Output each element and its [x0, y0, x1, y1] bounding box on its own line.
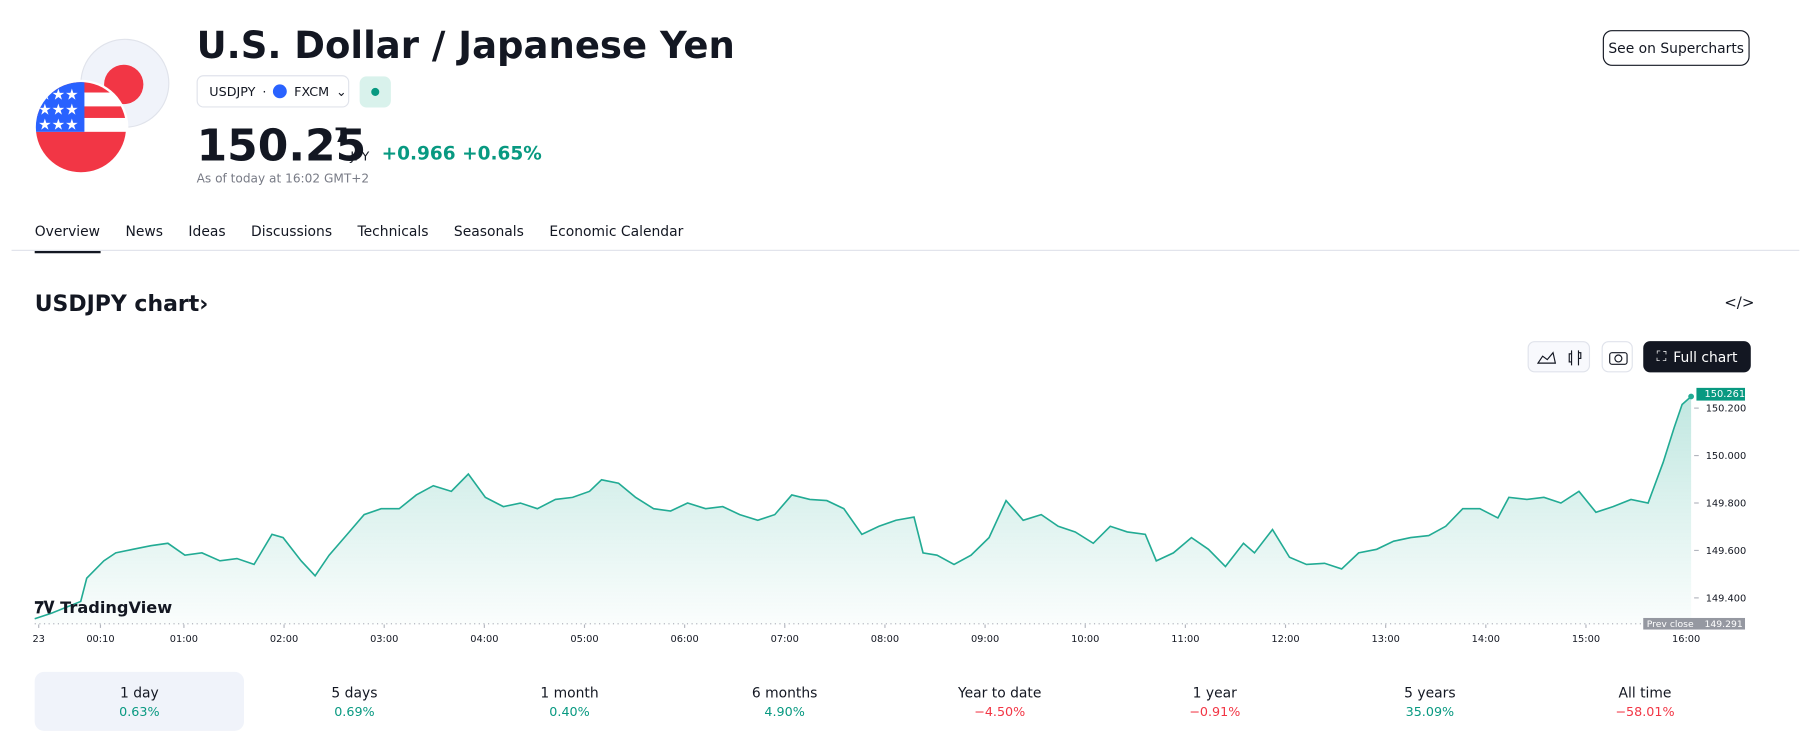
x-tick-label: 10:00	[1071, 634, 1099, 645]
period[interactable]: Year to date −4.50%	[895, 672, 1104, 731]
period-change: 0.69%	[334, 704, 375, 720]
period-label: 1 month	[540, 684, 599, 701]
period-change: 4.90%	[764, 704, 805, 720]
x-tick-label: 13:00	[1372, 634, 1400, 645]
camera-icon	[1609, 352, 1628, 365]
y-tick-label: 150.000	[1706, 451, 1747, 462]
last-price-tag	[1696, 387, 1746, 401]
last-price-value: 150.261	[1705, 389, 1746, 400]
x-tick-label: 16:00	[1672, 634, 1700, 645]
period-change: 0.63%	[119, 704, 160, 720]
chart-style-toggle[interactable]	[1527, 341, 1591, 373]
period[interactable]: 1 year −0.91%	[1110, 672, 1319, 731]
watermark: 𝟕𝐕 TradingView	[34, 599, 173, 618]
svg-text:★★★: ★★★	[38, 100, 78, 118]
snapshot-button[interactable]	[1601, 341, 1633, 373]
symbol: USDJPY	[209, 83, 256, 99]
status-dot	[371, 87, 380, 96]
as-of: As of today at 16:02 GMT+2	[196, 172, 370, 187]
change-pct: +0.65%	[462, 142, 542, 165]
period-label: 6 months	[751, 684, 818, 701]
tab[interactable]: Technicals	[357, 223, 429, 240]
symbol-pill[interactable]: USDJPY · FXCM ⌄	[196, 75, 350, 108]
period-label: Year to date	[957, 684, 1042, 701]
change-abs: +0.966	[381, 142, 456, 165]
y-tick-label: 149.400	[1706, 593, 1747, 604]
full-chart-label: Full chart	[1673, 348, 1738, 365]
period-label: All time	[1618, 684, 1672, 701]
last-point	[1688, 393, 1695, 400]
price-last-digit: 7	[334, 124, 348, 149]
x-tick-label: 12:00	[1271, 634, 1299, 645]
period[interactable]: 1 month 0.40%	[465, 672, 674, 731]
price-line	[34, 395, 1692, 620]
x-tick-label: 06:00	[671, 634, 699, 645]
chart-heading-text: USDJPY chart	[34, 291, 200, 317]
title: U.S. Dollar / Japanese Yen	[196, 23, 735, 68]
x-tick-label: 07:00	[771, 634, 799, 645]
period[interactable]: 6 months 4.90%	[680, 672, 889, 731]
tabs: Overview News Ideas Discussions Technicals Se…	[34, 223, 709, 254]
x-tick-label: 09:00	[971, 634, 999, 645]
full-chart-button[interactable]: ⛶ Full chart	[1643, 341, 1751, 373]
prev-close-value: 149.291	[1705, 619, 1743, 630]
supercharts-button[interactable]: See on Supercharts	[1602, 30, 1750, 66]
period-label: 5 years	[1404, 684, 1456, 701]
prev-close-label: Prev close	[1647, 619, 1694, 630]
x-tick-label: 23	[32, 634, 45, 645]
watermark-text: TradingView	[60, 599, 173, 618]
x-tick-label: 05:00	[570, 634, 598, 645]
period-change: 35.09%	[1405, 704, 1455, 720]
market-status[interactable]	[359, 76, 391, 108]
price: 150.25	[196, 120, 367, 172]
period[interactable]: All time −58.01%	[1540, 672, 1749, 731]
period-label: 5 days	[331, 684, 378, 701]
period-change: −58.01%	[1615, 704, 1675, 720]
period[interactable]: 5 years 35.09%	[1325, 672, 1534, 731]
separator	[11, 249, 1800, 251]
x-tick-label: 03:00	[370, 634, 398, 645]
tab[interactable]: Overview	[34, 223, 101, 254]
period-change: −4.50%	[974, 704, 1026, 720]
y-tick-label: 150.200	[1706, 404, 1747, 415]
x-tick-label: 15:00	[1572, 634, 1600, 645]
period-label: 1 year	[1192, 684, 1237, 701]
y-tick-label: 149.600	[1706, 546, 1747, 557]
x-tick-label: 02:00	[270, 634, 298, 645]
period[interactable]: 5 days 0.69%	[250, 672, 459, 731]
period-change: 0.40%	[549, 704, 590, 720]
exchange-icon	[273, 84, 288, 99]
chevron: ⌄	[336, 83, 347, 99]
x-tick-label: 11:00	[1171, 634, 1199, 645]
tab[interactable]: Ideas	[188, 223, 226, 240]
tab[interactable]: Discussions	[251, 223, 333, 240]
x-tick-label: 08:00	[871, 634, 899, 645]
period[interactable]: 1 day 0.63%	[34, 671, 245, 731]
full-icon: ⛶	[1656, 348, 1667, 365]
symbol-logo: ★★★★★★★★★	[33, 38, 170, 175]
style-icons	[1536, 350, 1582, 366]
x-tick-label: 00:10	[86, 634, 114, 645]
embed-icon[interactable]: </>	[1724, 294, 1755, 313]
area-fill	[34, 396, 1692, 625]
tab[interactable]: News	[125, 223, 163, 240]
x-tick-label: 01:00	[170, 634, 198, 645]
x-tick-label: 04:00	[470, 634, 498, 645]
x-tick-label: 14:00	[1472, 634, 1500, 645]
tab[interactable]: Seasonals	[453, 223, 524, 240]
period-label: 1 day	[119, 684, 159, 701]
exchange: FXCM	[294, 83, 330, 99]
currency: JPY	[350, 149, 370, 165]
y-tick-label: 149.800	[1706, 498, 1747, 509]
prev-close-tag	[1643, 617, 1746, 630]
svg-text:★★★: ★★★	[38, 116, 78, 134]
tab[interactable]: Economic Calendar	[549, 223, 684, 240]
chart-heading[interactable]: USDJPY chart›	[34, 291, 209, 317]
change: +0.966 +0.65%	[382, 142, 542, 164]
period-change: −0.91%	[1189, 704, 1241, 720]
dot: ·	[262, 83, 267, 99]
